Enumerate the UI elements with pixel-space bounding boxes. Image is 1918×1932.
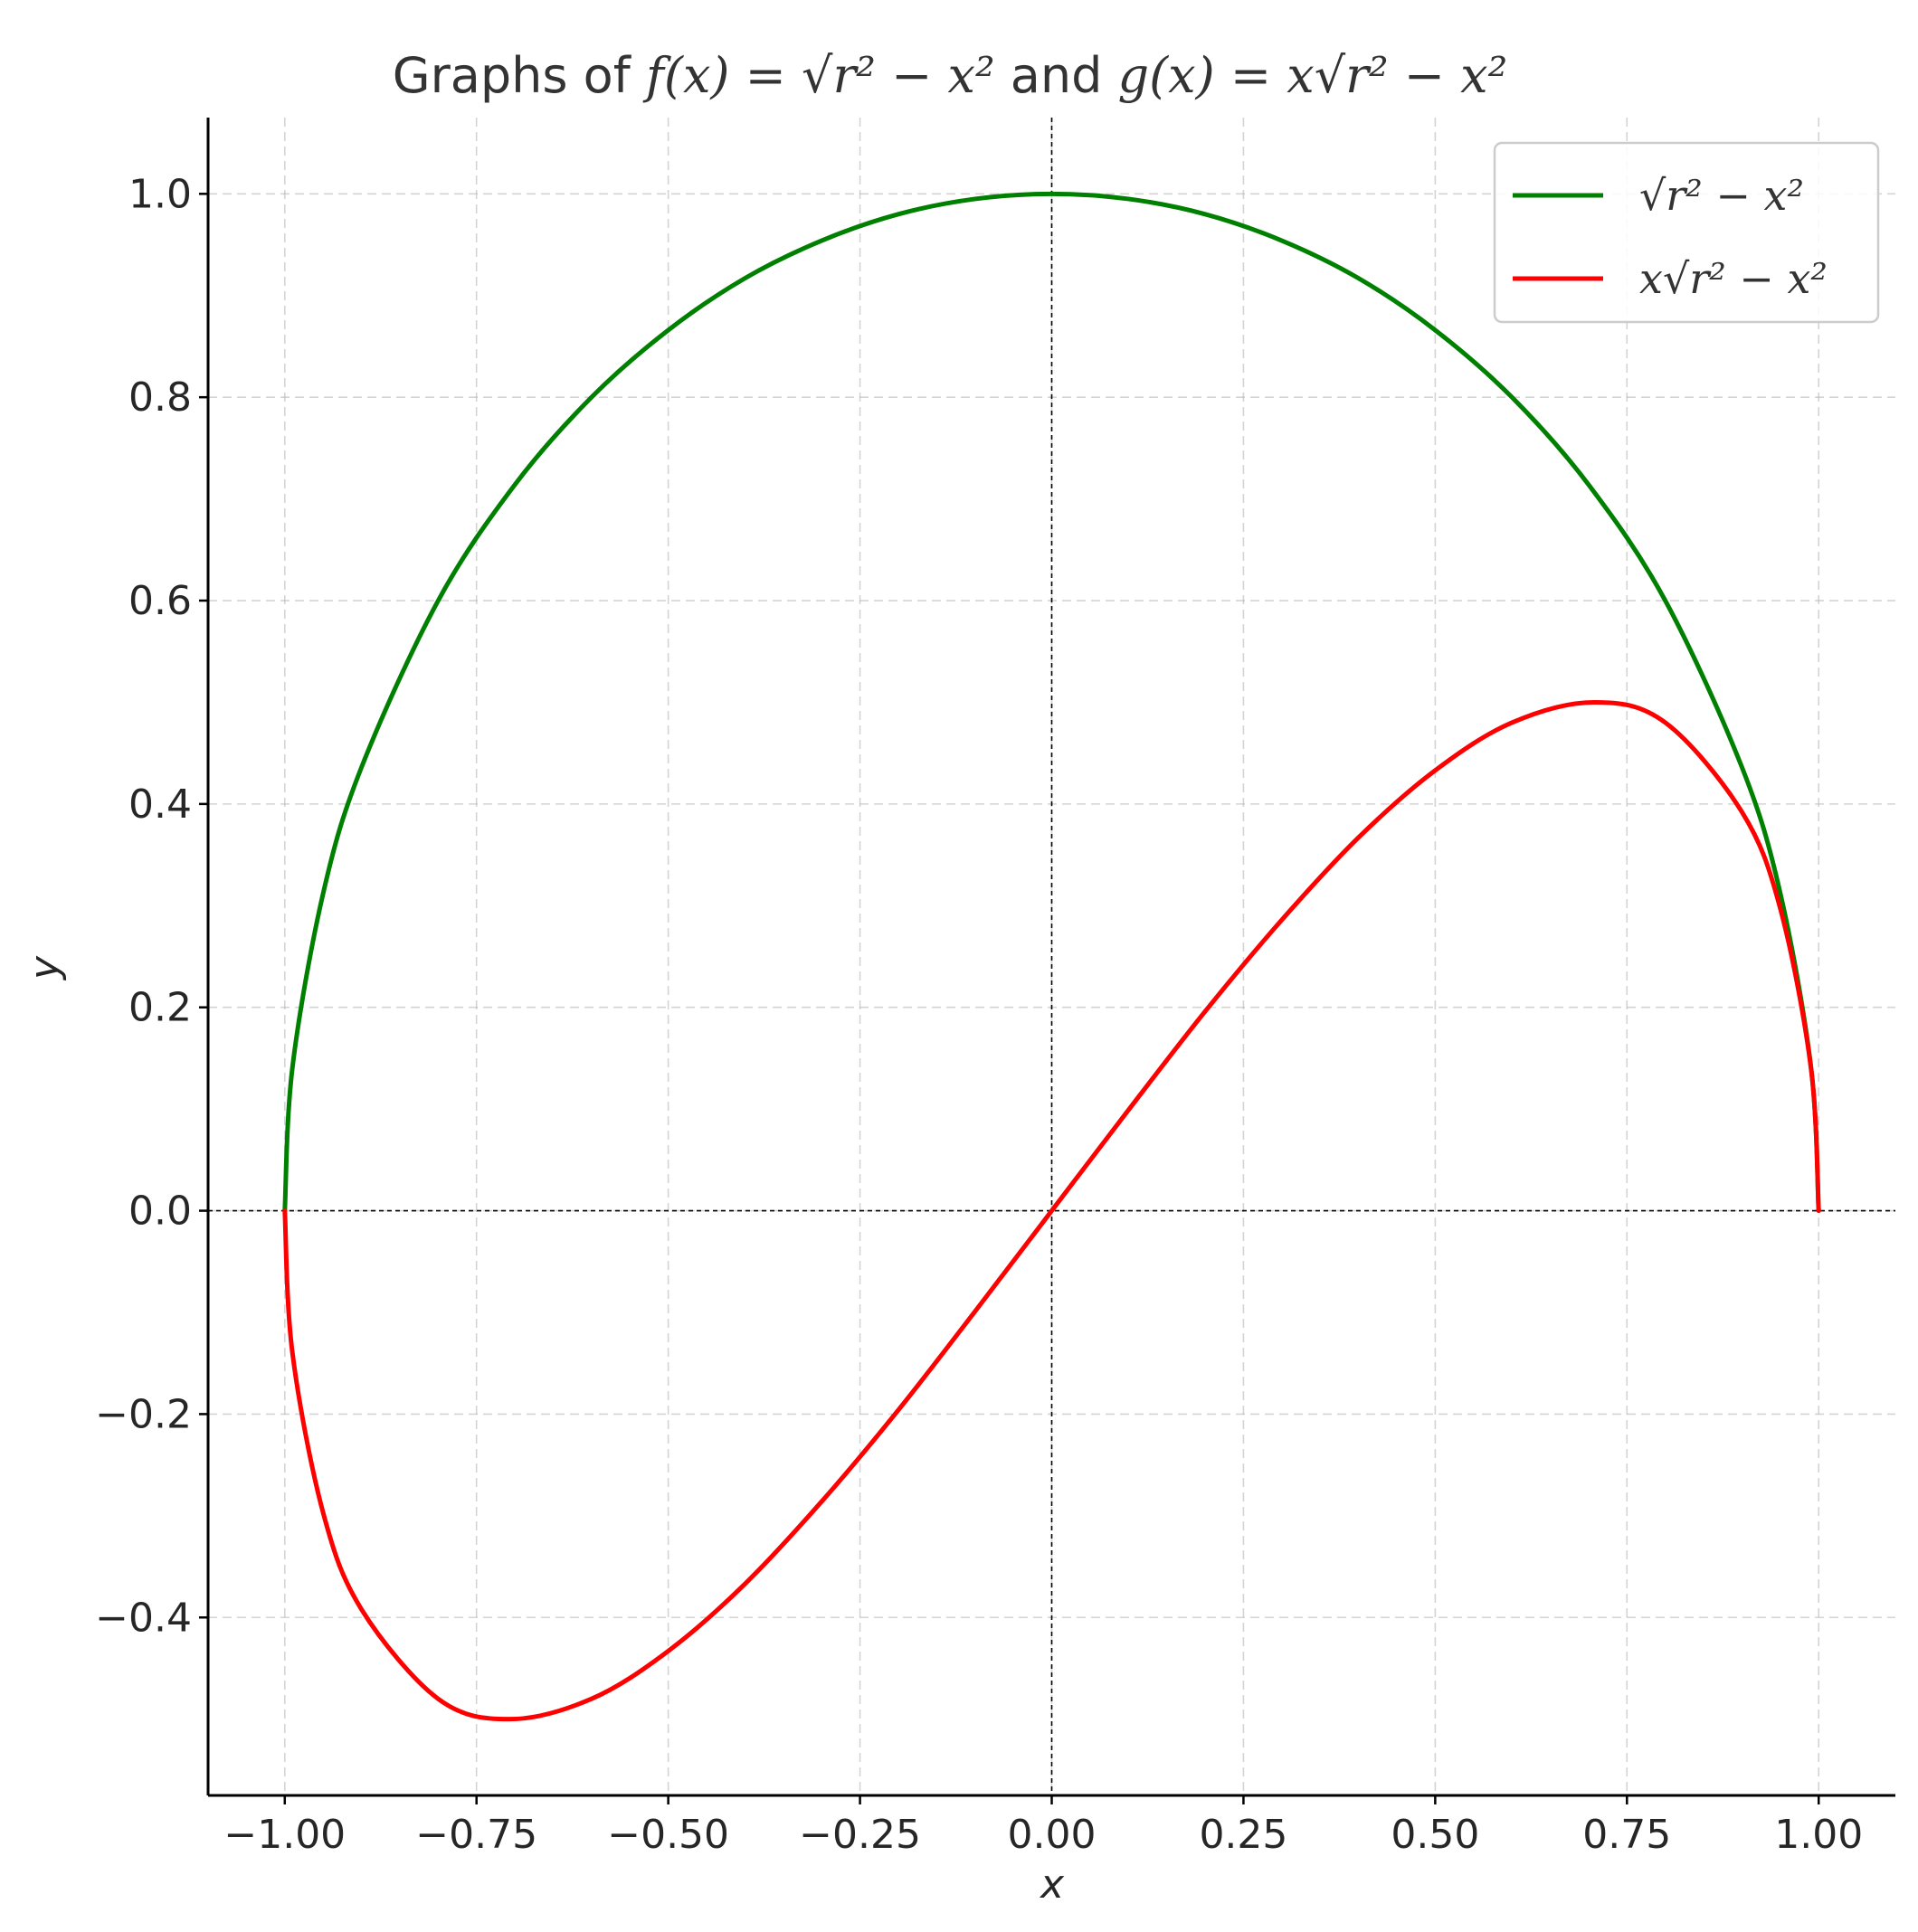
chart-title: Graphs of f(x) = √r² − x² and g(x) = x√r… (393, 47, 1508, 104)
x-axis-label: x (1039, 1861, 1065, 1908)
y-tick-label: −0.2 (95, 1391, 192, 1437)
legend: √r² − x² x√r² − x² (1493, 141, 1880, 324)
reference-lines (208, 118, 1895, 1795)
y-tick-label: 0.4 (128, 781, 192, 828)
chart-title-g: g(x) = x√r² − x² (1118, 47, 1508, 104)
x-tick-label: 0.00 (1008, 1812, 1097, 1858)
x-tick-label: −0.25 (799, 1812, 921, 1858)
x-tick-label: −0.75 (415, 1812, 537, 1858)
x-tick-label: −0.50 (607, 1812, 729, 1858)
series-line-sqrt (282, 191, 1821, 1214)
legend-label-sqrt: √r² − x² (1639, 171, 1804, 220)
y-tick-label: 0.6 (128, 578, 192, 624)
chart-title-middle: and (1011, 47, 1118, 104)
y-axis-label: y (22, 955, 68, 981)
x-tick-label: 1.00 (1774, 1812, 1863, 1858)
series-lines (282, 191, 1821, 1722)
x-tick-label: 0.75 (1582, 1812, 1671, 1858)
series-line-x-sqrt (282, 699, 1821, 1722)
chart-title-prefix: Graphs of (393, 47, 646, 104)
x-ticks: −1.00 −0.75 −0.50 −0.25 0.00 0.25 0.50 0.75 1.00 (223, 1795, 1863, 1858)
y-tick-label: 0.8 (128, 374, 192, 421)
x-tick-label: 0.50 (1391, 1812, 1479, 1858)
legend-label-x-sqrt: x√r² − x² (1639, 254, 1828, 303)
chart-title-f: f(x) = √r² − x² (642, 47, 995, 104)
y-ticks: −0.4 −0.2 0.0 0.2 0.4 0.6 0.8 1.0 (95, 171, 208, 1641)
x-tick-label: −1.00 (223, 1812, 346, 1858)
y-tick-label: 1.0 (128, 171, 192, 217)
x-tick-label: 0.25 (1199, 1812, 1287, 1858)
y-tick-label: −0.4 (95, 1595, 192, 1641)
y-tick-label: 0.2 (128, 985, 192, 1031)
y-tick-label: 0.0 (128, 1189, 192, 1235)
